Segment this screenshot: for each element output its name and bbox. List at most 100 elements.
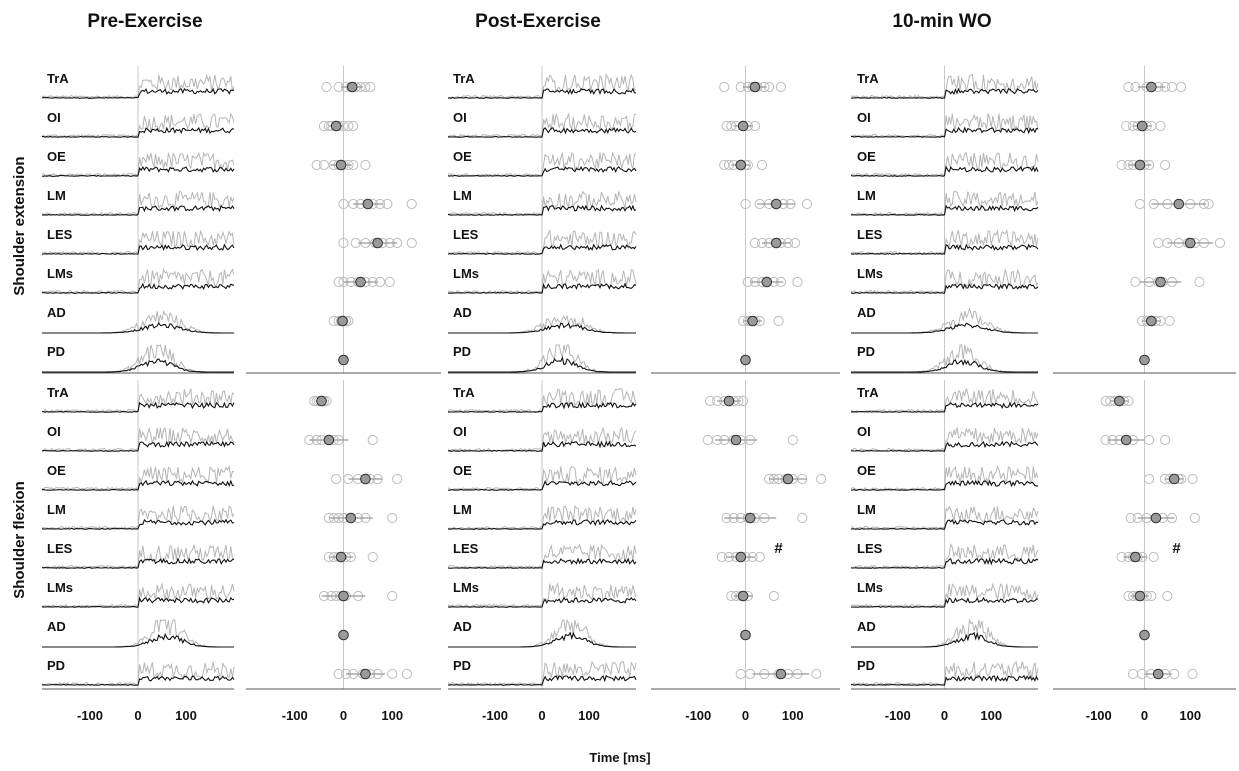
individual-onset-point <box>740 198 751 210</box>
individual-onset-point <box>365 81 376 93</box>
individual-onset-point <box>1159 434 1171 446</box>
muscle-label: AD <box>857 619 876 634</box>
emg-mean-trace <box>850 440 1039 452</box>
muscle-label: OE <box>453 463 472 478</box>
emg-x-tick-label: 0 <box>134 708 141 723</box>
individual-onset-point <box>1153 237 1164 249</box>
individual-onset-point <box>749 237 761 249</box>
muscle-label: OI <box>47 424 61 439</box>
individual-onset-point <box>787 434 798 446</box>
emg-x-tick-label: -100 <box>482 708 508 723</box>
emg-mean-trace <box>42 165 235 177</box>
mean-onset-point <box>360 668 371 680</box>
muscle-label: LM <box>857 188 876 203</box>
mean-onset-point <box>335 159 347 171</box>
muscle-label: LES <box>47 227 73 242</box>
individual-onset-point <box>1143 473 1155 485</box>
onset-x-tick-label: 0 <box>340 708 347 723</box>
individual-onset-point <box>716 551 727 563</box>
muscle-label: PD <box>453 658 471 673</box>
mean-onset-point <box>1136 120 1148 132</box>
individual-onset-point <box>367 551 378 563</box>
emg-x-tick-label: -100 <box>885 708 911 723</box>
emg-mean-trace <box>41 440 235 452</box>
mean-onset-point <box>735 159 747 171</box>
mean-onset-point <box>761 276 773 288</box>
muscle-label: TrA <box>857 71 879 86</box>
individual-onset-point <box>1155 120 1166 132</box>
muscle-label: OI <box>453 424 467 439</box>
emg-mean-trace <box>850 87 1039 99</box>
mean-onset-point <box>1130 551 1141 563</box>
individual-onset-point <box>797 512 808 524</box>
individual-onset-point <box>1194 276 1205 288</box>
individual-onset-point <box>331 473 342 485</box>
onset-x-tick-label: -100 <box>282 708 308 723</box>
emg-mean-trace <box>447 282 637 294</box>
group-label-extension: Shoulder extension <box>11 156 28 295</box>
emg-mean-trace <box>42 321 234 334</box>
mean-onset-point <box>1155 276 1166 288</box>
onset-x-tick-label: 0 <box>742 708 749 723</box>
emg-x-tick-label: 100 <box>578 708 600 723</box>
mean-onset-point <box>345 512 357 524</box>
individual-onset-point <box>360 159 371 171</box>
emg-mean-trace <box>448 322 636 334</box>
mean-onset-point <box>1139 354 1150 366</box>
emg-mean-trace <box>850 243 1039 255</box>
muscle-label: AD <box>857 305 876 320</box>
individual-onset-point <box>338 237 349 249</box>
emg-mean-trace <box>850 283 1039 294</box>
individual-onset-point <box>1166 81 1178 93</box>
muscle-label: OE <box>47 463 66 478</box>
muscle-label: LM <box>857 502 876 517</box>
mean-onset-point <box>1134 159 1146 171</box>
individual-onset-point <box>1176 81 1187 93</box>
individual-onset-point <box>338 198 349 210</box>
emg-mean-trace <box>447 127 637 138</box>
onset-x-tick-label: 100 <box>381 708 403 723</box>
x-axis-label: Time [ms] <box>589 750 650 765</box>
emg-mean-trace <box>41 675 235 686</box>
mean-onset-point <box>338 590 349 602</box>
individual-onset-point <box>754 551 765 563</box>
muscle-label: OE <box>453 149 472 164</box>
muscle-label: OI <box>857 424 871 439</box>
individual-onset-point <box>333 668 344 680</box>
emg-mean-trace <box>41 204 235 216</box>
muscle-label: PD <box>857 658 875 673</box>
individual-onset-point <box>1148 551 1159 563</box>
group-label-flexion: Shoulder flexion <box>11 481 28 599</box>
emg-mean-trace <box>42 358 234 373</box>
individual-onset-point <box>311 159 322 171</box>
mean-onset-point <box>749 81 761 93</box>
muscle-label: TrA <box>453 385 475 400</box>
mean-onset-point <box>362 198 374 210</box>
emg-mean-trace <box>850 596 1039 608</box>
individual-onset-point <box>321 81 332 93</box>
individual-onset-point <box>406 237 417 249</box>
individual-onset-point <box>1187 473 1198 485</box>
muscle-label: PD <box>453 344 471 359</box>
onset-x-tick-label: 0 <box>1141 708 1148 723</box>
mean-onset-point <box>1152 668 1164 680</box>
emg-mean-trace <box>447 596 637 608</box>
muscle-label: LMs <box>857 266 883 281</box>
muscle-label: LMs <box>453 266 479 281</box>
individual-onset-point <box>792 276 803 288</box>
mean-onset-point <box>782 473 794 485</box>
mean-onset-point <box>372 237 383 249</box>
mean-onset-point <box>737 120 749 132</box>
mean-onset-point <box>770 198 782 210</box>
individual-onset-point <box>811 668 822 680</box>
emg-mean-trace <box>851 126 1039 138</box>
significance-marker: # <box>774 540 783 557</box>
muscle-label: OI <box>857 110 871 125</box>
muscle-label: LMs <box>453 580 479 595</box>
emg-mean-trace <box>850 557 1039 569</box>
individual-onset-point <box>387 512 398 524</box>
emg-mean-trace <box>447 165 637 177</box>
mean-onset-point <box>330 120 342 132</box>
emg-mean-trace <box>850 518 1039 530</box>
